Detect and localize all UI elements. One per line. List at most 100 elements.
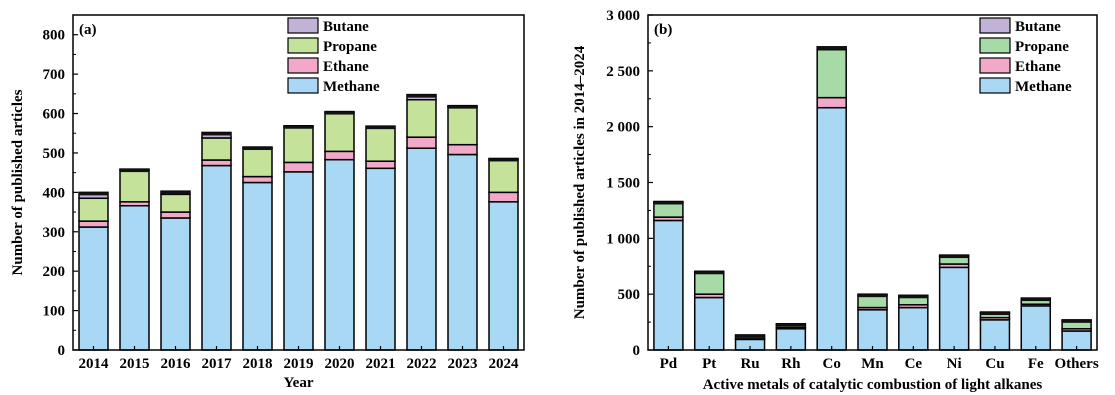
- x-tick-label: 2024: [489, 356, 520, 372]
- bar-propane-2019: [283, 126, 314, 164]
- y-tick-label: 1 000: [606, 231, 640, 247]
- legend-swatch-butane: [287, 17, 319, 34]
- bar-cap-fe: [1021, 298, 1051, 302]
- bar-cap-2024: [489, 158, 518, 162]
- y-tick-label: 1 500: [606, 176, 640, 192]
- bar-propane-2014: [78, 197, 109, 222]
- bar-methane-pd: [653, 219, 684, 351]
- y-tick-label: 500: [43, 146, 66, 162]
- legend-label-propane: Propane: [323, 39, 377, 55]
- x-tick-label: 2021: [366, 356, 396, 372]
- y-axis-label: Number of published articles in 2014–202…: [572, 45, 588, 319]
- y-tick-label: 2 500: [606, 64, 640, 80]
- x-tick-label: 2019: [284, 356, 314, 372]
- bar-ethane-co: [816, 96, 847, 109]
- x-axis-label: Active metals of catalytic combustion of…: [703, 377, 1043, 393]
- bar-cap-others: [1062, 319, 1092, 323]
- bar-propane-2023: [447, 106, 478, 146]
- x-tick-label: Mn: [861, 356, 884, 372]
- x-tick-label: Rh: [781, 356, 801, 372]
- bar-propane-pt: [693, 272, 725, 295]
- x-tick-label: Pd: [660, 356, 678, 372]
- x-tick-label: 2020: [325, 356, 355, 372]
- bar-cap-2017: [202, 132, 231, 136]
- bar-propane-pd: [653, 201, 684, 218]
- bar-cap-2019: [284, 125, 313, 129]
- legend-label-propane: Propane: [1015, 39, 1069, 55]
- bar-cap-pt: [694, 271, 724, 275]
- bar-methane-2018: [242, 181, 273, 351]
- x-tick-label: 2017: [202, 356, 233, 372]
- bar-cap-pd: [653, 201, 683, 205]
- bar-ethane-2014: [78, 220, 109, 228]
- bar-methane-2024: [488, 201, 519, 351]
- bar-methane-2016: [160, 217, 191, 351]
- y-tick-label: 100: [43, 304, 66, 320]
- bar-cap-ce: [898, 295, 928, 299]
- x-tick-label: Fe: [1028, 356, 1044, 372]
- bar-methane-co: [816, 106, 847, 351]
- x-tick-label: 2014: [79, 356, 110, 372]
- bar-propane-2017: [201, 137, 232, 161]
- x-tick-label: Ni: [947, 356, 962, 372]
- bar-propane-2022: [406, 98, 437, 138]
- legend-label-butane: Butane: [323, 19, 369, 35]
- bar-propane-2016: [160, 193, 191, 213]
- x-tick-label: Pt: [702, 356, 716, 372]
- bar-cap-cu: [980, 312, 1010, 316]
- bar-propane-2021: [365, 125, 396, 162]
- bar-cap-rh: [776, 323, 806, 327]
- bar-methane-mn: [857, 309, 888, 351]
- legend-swatch-ethane: [979, 57, 1011, 74]
- bar-cap-2014: [79, 192, 108, 196]
- bar-cap-2018: [243, 147, 272, 151]
- y-tick-label: 800: [43, 28, 66, 44]
- bar-propane-2024: [488, 158, 519, 194]
- bar-methane-fe: [1020, 305, 1052, 351]
- bar-ethane-2023: [447, 143, 478, 156]
- bar-methane-pt: [693, 296, 725, 351]
- x-tick-label: 2023: [448, 356, 478, 372]
- legend-label-ethane: Ethane: [1015, 59, 1061, 75]
- bar-ethane-2017: [201, 159, 232, 167]
- legend-label-ethane: Ethane: [323, 59, 369, 75]
- bar-ethane-2018: [242, 175, 273, 184]
- bar-methane-2014: [78, 226, 109, 351]
- bar-propane-2015: [119, 169, 150, 203]
- bar-ethane-2022: [406, 136, 437, 149]
- bar-cap-ru: [735, 334, 765, 338]
- bar-cap-2015: [120, 169, 149, 173]
- y-tick-label: 300: [43, 225, 66, 241]
- y-tick-label: 600: [43, 107, 66, 123]
- bar-propane-co: [816, 48, 847, 99]
- bar-methane-ce: [898, 306, 929, 351]
- y-axis-label: Number of published articles: [10, 89, 26, 275]
- bar-cap-2021: [366, 126, 395, 130]
- y-tick-label: 400: [43, 185, 66, 201]
- bar-methane-2021: [365, 167, 396, 351]
- bar-cap-ni: [939, 255, 969, 259]
- legend-swatch-methane: [979, 77, 1011, 94]
- y-tick-label: 0: [58, 343, 66, 359]
- bar-cap-co: [817, 46, 847, 50]
- legend-swatch-propane: [979, 37, 1011, 54]
- x-tick-label: Ce: [905, 356, 923, 372]
- y-tick-label: 0: [633, 343, 641, 359]
- x-tick-label: 2015: [120, 356, 150, 372]
- bar-propane-2018: [242, 147, 273, 178]
- bar-ethane-2021: [365, 160, 396, 170]
- y-tick-label: 3 000: [606, 8, 640, 24]
- y-tick-label: 700: [43, 67, 66, 83]
- legend-label-methane: Methane: [1015, 79, 1072, 95]
- bar-ethane-2024: [488, 191, 519, 203]
- x-tick-label: Cu: [985, 356, 1004, 372]
- bar-methane-2020: [324, 158, 355, 351]
- panel-label: (b): [654, 22, 672, 38]
- bar-cap-2022: [407, 94, 436, 98]
- bar-methane-ni: [938, 266, 970, 351]
- bar-ethane-2020: [324, 150, 355, 161]
- bar-cap-2020: [325, 111, 354, 115]
- y-tick-label: 500: [618, 287, 641, 303]
- bar-cap-2023: [448, 105, 477, 109]
